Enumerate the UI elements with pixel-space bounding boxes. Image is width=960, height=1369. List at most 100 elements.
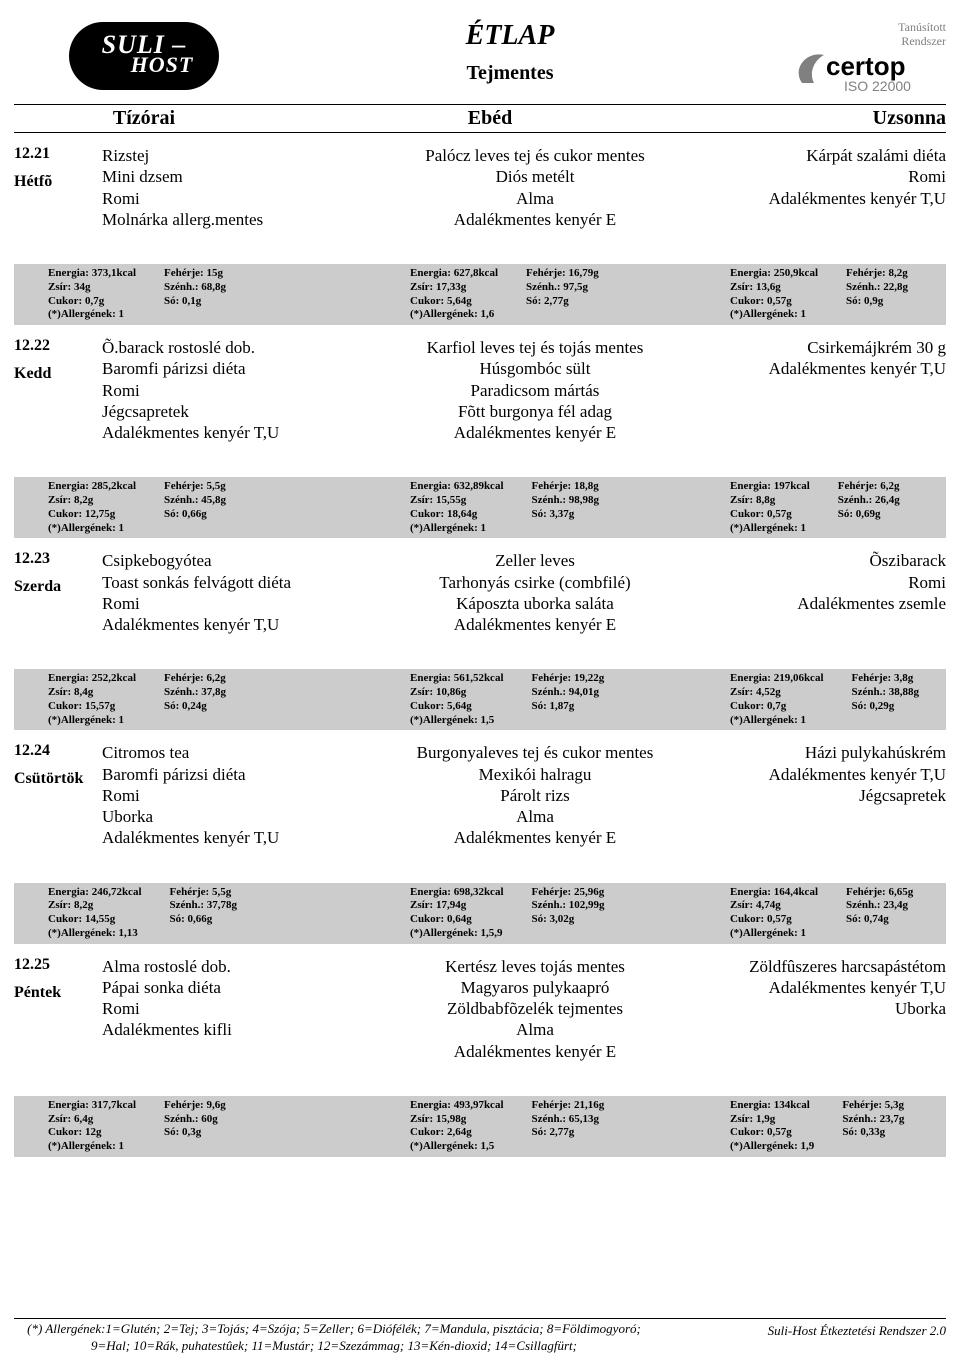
meal-item: Romi [102,380,364,401]
meal-item: Adalékmentes kenyér E [364,209,706,230]
logo-pill: SULI – HOST [69,22,220,90]
meal-item: Zöldbabfõzelék tejmentes [364,998,706,1019]
meal-item: Burgonyaleves tej és cukor mentes [364,742,706,763]
meal-item: Palócz leves tej és cukor mentes [364,145,706,166]
meal-headers: Tízórai Ebéd Uzsonna [14,104,946,133]
svg-text:ISO 22000: ISO 22000 [844,78,911,93]
page-title: ÉTLAP [274,14,746,52]
day-label: 12.23 Szerda [14,550,102,635]
meals-row: 12.22 Kedd Õ.barack rostoslé dob.Baromfi… [14,337,946,443]
lunch-meal: Karfiol leves tej és tojás mentesHúsgomb… [364,337,706,443]
meal-item: Húsgombóc sült [364,358,706,379]
meal-item: Alma rostoslé dob. [102,956,364,977]
logo-column: SULI – HOST [14,14,274,90]
svg-text:certop: certop [826,51,905,81]
nutrient-bar: Energia: 317,7kcal Zsír: 6,4g Cukor: 12g… [14,1096,946,1157]
meal-item: Magyaros pulykaapró [364,977,706,998]
meals-row: 12.25 Péntek Alma rostoslé dob.Pápai son… [14,956,946,1062]
meal-item: Adalékmentes kenyér E [364,1041,706,1062]
meal-item: Házi pulykahúskrém [706,742,946,763]
nutrients-lunch: Energia: 561,52kcal Zsír: 10,86g Cukor: … [410,672,730,727]
cert-line1: Tanúsított [746,20,946,34]
nutrients-morning: Energia: 317,7kcal Zsír: 6,4g Cukor: 12g… [48,1099,410,1154]
meal-item: Adalékmentes kenyér T,U [102,827,364,848]
day-block: 12.23 Szerda CsipkebogyóteaToast sonkás … [14,550,946,730]
day-label: 12.25 Péntek [14,956,102,1062]
nutrients-lunch: Energia: 632,89kcal Zsír: 15,55g Cukor: … [410,480,730,535]
logo-line2: HOST [131,54,194,76]
meal-item: Zeller leves [364,550,706,571]
lunch-meal: Kertész leves tojás mentesMagyaros pulyk… [364,956,706,1062]
snack-meal: Kárpát szalámi diétaRomiAdalékmentes ken… [706,145,946,230]
meal-item: Csipkebogyótea [102,550,364,571]
meal-item: Molnárka allerg.mentes [102,209,364,230]
nutrients-lunch: Energia: 627,8kcal Zsír: 17,33g Cukor: 5… [410,267,730,322]
day-name: Péntek [14,984,94,1002]
meal-item: Kárpát szalámi diéta [706,145,946,166]
meal-item: Romi [102,593,364,614]
footer-row: (*) Allergének:1=Glutén; 2=Tej; 3=Tojás;… [14,1321,946,1355]
meal-item: Karfiol leves tej és tojás mentes [364,337,706,358]
meal-item: Toast sonkás felvágott diéta [102,572,364,593]
day-date: 12.21 [14,145,50,162]
meal-item: Adalékmentes kenyér T,U [102,422,364,443]
nutrients-snack: Energia: 219,06kcal Zsír: 4,52g Cukor: 0… [730,672,946,727]
day-block: 12.25 Péntek Alma rostoslé dob.Pápai son… [14,956,946,1157]
day-date: 12.25 [14,956,50,973]
day-name: Csütörtök [14,770,94,788]
meal-item: Õszibarack [706,550,946,571]
footer: (*) Allergének:1=Glutén; 2=Tej; 3=Tojás;… [14,1318,946,1355]
cert-line2: Rendszer [746,34,946,48]
meal-item: Uborka [102,806,364,827]
meal-item: Õ.barack rostoslé dob. [102,337,364,358]
day-block: 12.21 Hétfõ RizstejMini dzsemRomiMolnárk… [14,145,946,325]
meal-item: Zöldfûszeres harcsapástétom [706,956,946,977]
meal-item: Romi [706,572,946,593]
snack-meal: Zöldfûszeres harcsapástétomAdalékmentes … [706,956,946,1062]
day-name: Hétfõ [14,173,94,191]
meal-item: Kertész leves tojás mentes [364,956,706,977]
nutrient-bar: Energia: 246,72kcal Zsír: 8,2g Cukor: 14… [14,883,946,944]
meal-item: Romi [102,188,364,209]
nutrient-bar: Energia: 373,1kcal Zsír: 34g Cukor: 0,7g… [14,264,946,325]
day-name: Kedd [14,365,94,383]
meal-item: Alma [364,806,706,827]
meals-row: 12.24 Csütörtök Citromos teaBaromfi pári… [14,742,946,848]
meal-item: Citromos tea [102,742,364,763]
header-morning: Tízórai [14,105,274,132]
meal-item: Romi [706,166,946,187]
lunch-meal: Zeller levesTarhonyás csirke (combfilé)K… [364,550,706,635]
meal-item: Uborka [706,998,946,1019]
meal-item: Párolt rizs [364,785,706,806]
system-name: Suli-Host Étkeztetési Rendszer 2.0 [768,1321,946,1339]
nutrients-morning: Energia: 246,72kcal Zsír: 8,2g Cukor: 14… [48,886,410,941]
day-block: 12.22 Kedd Õ.barack rostoslé dob.Baromfi… [14,337,946,538]
days-container: 12.21 Hétfõ RizstejMini dzsemRomiMolnárk… [14,145,946,1157]
meal-item: Alma [364,188,706,209]
nutrients-snack: Energia: 197kcal Zsír: 8,8g Cukor: 0,57g… [730,480,946,535]
meal-item: Tarhonyás csirke (combfilé) [364,572,706,593]
morning-meal: Citromos teaBaromfi párizsi diétaRomiUbo… [102,742,364,848]
day-date: 12.22 [14,337,50,354]
footer-rule [14,1318,946,1319]
meals-row: 12.23 Szerda CsipkebogyóteaToast sonkás … [14,550,946,635]
nutrient-bar: Energia: 285,2kcal Zsír: 8,2g Cukor: 12,… [14,477,946,538]
meal-item: Romi [102,998,364,1019]
day-date: 12.24 [14,742,50,759]
nutrients-lunch: Energia: 493,97kcal Zsír: 15,98g Cukor: … [410,1099,730,1154]
meal-item: Jégcsapretek [102,401,364,422]
meal-item: Adalékmentes kenyér E [364,827,706,848]
header-lunch: Ebéd [274,105,706,132]
meal-item: Baromfi párizsi diéta [102,764,364,785]
nutrients-morning: Energia: 252,2kcal Zsír: 8,4g Cukor: 15,… [48,672,410,727]
meal-item: Adalékmentes kenyér T,U [706,764,946,785]
nutrient-bar: Energia: 252,2kcal Zsír: 8,4g Cukor: 15,… [14,669,946,730]
meal-item: Diós metélt [364,166,706,187]
meal-item: Adalékmentes kenyér E [364,422,706,443]
day-label: 12.21 Hétfõ [14,145,102,230]
meal-item: Jégcsapretek [706,785,946,806]
header-snack: Uzsonna [706,105,946,132]
meal-item: Csirkemájkrém 30 g [706,337,946,358]
nutrients-lunch: Energia: 698,32kcal Zsír: 17,94g Cukor: … [410,886,730,941]
meals-row: 12.21 Hétfõ RizstejMini dzsemRomiMolnárk… [14,145,946,230]
